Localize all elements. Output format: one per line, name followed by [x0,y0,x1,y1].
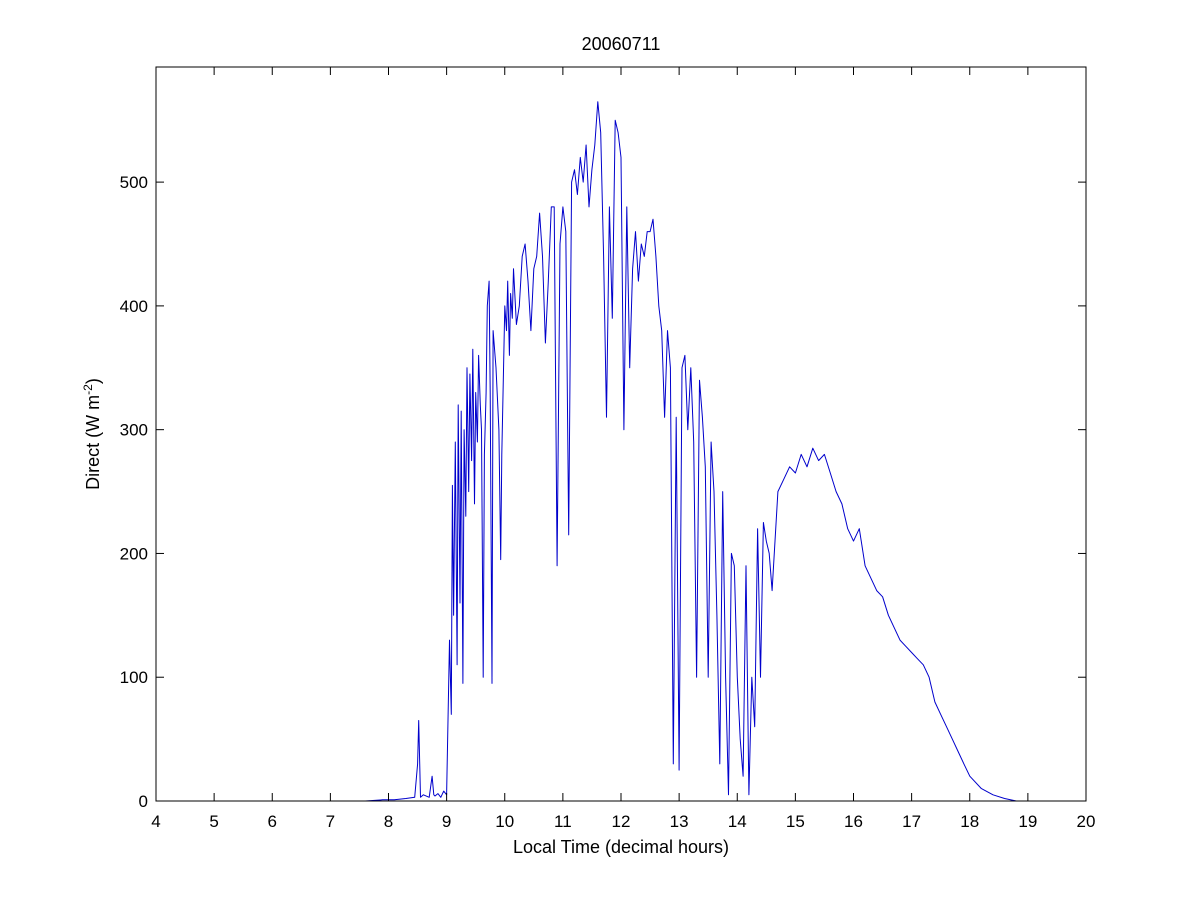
y-tick-label: 300 [120,421,148,440]
x-tick-label: 14 [728,812,747,831]
y-tick-label: 400 [120,297,148,316]
y-axis-title-main: Direct (W m [83,395,103,490]
x-tick-label: 4 [151,812,160,831]
y-tick-label: 0 [139,792,148,811]
x-tick-label: 13 [670,812,689,831]
y-tick-label: 500 [120,173,148,192]
x-tick-label: 6 [268,812,277,831]
x-tick-label: 17 [902,812,921,831]
x-tick-label: 7 [326,812,335,831]
x-tick-label: 20 [1077,812,1096,831]
x-tick-label: 12 [612,812,631,831]
x-tick-label: 5 [209,812,218,831]
x-tick-label: 9 [442,812,451,831]
chart-title: 20060711 [582,34,661,54]
y-axis-title: Direct (W m-2) [81,378,103,490]
y-tick-label: 200 [120,544,148,563]
x-tick-label: 15 [786,812,805,831]
x-axis: 4 5 6 7 8 9 10 11 12 13 14 15 16 17 18 19 20 [151,67,1095,831]
y-tick-label: 100 [120,668,148,687]
y-axis: 0 100 200 300 400 500 [120,173,1086,811]
x-tick-label: 8 [384,812,393,831]
x-tick-label: 11 [554,812,572,831]
x-tick-label: 10 [495,812,514,831]
line-layer [228,101,1046,802]
y-axis-title-sup: -2 [81,384,95,395]
x-tick-label: 16 [844,812,863,831]
x-tick-label: 19 [1018,812,1037,831]
x-tick-label: 18 [960,812,979,831]
y-axis-title-close: ) [83,378,103,384]
x-axis-title: Local Time (decimal hours) [513,837,729,857]
series-line [228,101,1046,802]
